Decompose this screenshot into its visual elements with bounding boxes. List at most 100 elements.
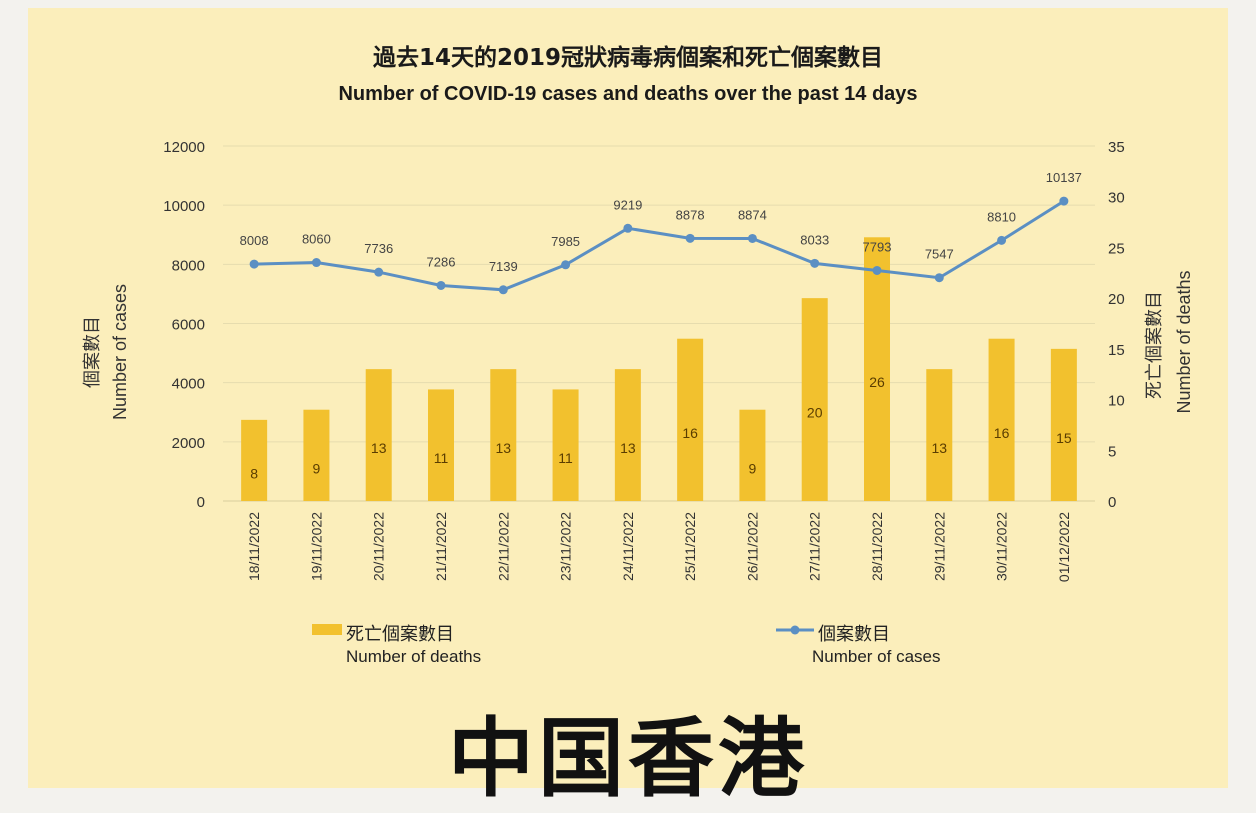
cases-line: [254, 199, 1065, 292]
deaths-bar: [490, 369, 517, 501]
cases-point: [623, 223, 633, 233]
x-tick-label: 24/11/2022: [620, 512, 636, 581]
deaths-data-label: 13: [495, 440, 511, 456]
cases-point: [997, 235, 1007, 245]
deaths-bar: [241, 419, 268, 501]
deaths-bar: [1050, 348, 1077, 501]
x-tick-label: 22/11/2022: [495, 512, 511, 581]
deaths-bar: [677, 338, 704, 501]
x-tick-label: 26/11/2022: [744, 512, 760, 581]
legend-cases-label-cn: 個案數目: [818, 624, 890, 645]
deaths-data-label: 15: [1056, 430, 1072, 446]
cases-point: [1059, 196, 1069, 206]
cases-point: [934, 273, 944, 283]
chart-subtitle: Number of COVID-19 cases and deaths over…: [338, 83, 918, 105]
cases-data-label: 8810: [987, 209, 1016, 224]
deaths-data-label: 8: [250, 465, 258, 481]
deaths-bar: [988, 338, 1015, 501]
cases-data-label: 8878: [676, 207, 705, 222]
deaths-bar: [739, 409, 766, 501]
y-right-tick-label: 10: [1108, 393, 1125, 410]
y-left-tick-label: 0: [197, 494, 205, 511]
y-left-tick-label: 8000: [172, 257, 205, 274]
x-tick-label: 19/11/2022: [308, 512, 324, 581]
cases-point: [498, 285, 508, 295]
deaths-bar: [864, 237, 890, 502]
cases-point: [436, 280, 446, 290]
watermark-text: 中国香港: [448, 709, 808, 809]
y-right-tick-label: 15: [1108, 342, 1125, 359]
y-right-label-cn: 死亡個案數目: [1144, 291, 1165, 399]
deaths-data-label: 13: [371, 440, 387, 456]
deaths-data-label: 13: [620, 440, 636, 456]
y-right-tick-label: 5: [1108, 443, 1116, 460]
y-left-tick-label: 2000: [172, 435, 205, 452]
cases-point: [561, 260, 571, 270]
cases-point: [810, 258, 820, 268]
cases-data-label: 7139: [489, 259, 518, 274]
cases-data-label: 8874: [738, 207, 767, 222]
cases-point: [685, 233, 695, 243]
x-tick-label: 20/11/2022: [371, 512, 387, 581]
cases-point: [374, 267, 384, 277]
y-left-label-cn: 個案數目: [82, 316, 103, 388]
deaths-data-label: 20: [807, 405, 823, 421]
deaths-data-label: 16: [994, 425, 1010, 441]
deaths-data-label: 16: [682, 425, 698, 441]
deaths-bar: [614, 369, 641, 501]
y-left-tick-label: 10000: [163, 198, 205, 215]
x-tick-label: 23/11/2022: [558, 512, 574, 581]
y-left-tick-label: 4000: [172, 376, 205, 393]
deaths-bar: [365, 369, 392, 501]
y-right-label-en: Number of deaths: [1174, 270, 1194, 413]
y-right-tick-label: 30: [1108, 190, 1125, 207]
legend-cases-label-en: Number of cases: [812, 647, 941, 666]
deaths-data-label: 11: [558, 450, 573, 466]
cases-data-label: 8008: [240, 233, 269, 248]
cases-point: [249, 259, 259, 269]
legend-cases-marker: [790, 625, 800, 635]
x-tick-label: 27/11/2022: [807, 512, 823, 581]
deaths-data-label: 9: [313, 460, 321, 476]
deaths-bar: [303, 409, 330, 501]
x-tick-label: 01/12/2022: [1056, 512, 1072, 582]
deaths-data-label: 11: [434, 450, 449, 466]
cases-data-label: 7736: [364, 241, 393, 256]
deaths-bar: [428, 389, 454, 501]
deaths-data-label: 26: [869, 374, 885, 390]
cases-data-label: 7793: [863, 239, 892, 254]
x-tick-label: 30/11/2022: [994, 512, 1010, 581]
y-right-tick-label: 20: [1108, 291, 1125, 308]
cases-data-label: 7286: [427, 254, 456, 269]
y-left-tick-label: 12000: [163, 139, 205, 156]
cases-point: [872, 265, 882, 275]
x-tick-label: 25/11/2022: [682, 512, 698, 581]
cases-point: [311, 258, 321, 268]
deaths-bar: [552, 389, 579, 501]
x-tick-label: 21/11/2022: [433, 512, 449, 581]
cases-data-label: 8060: [302, 232, 331, 247]
deaths-bar: [801, 298, 828, 501]
y-right-tick-label: 25: [1108, 240, 1125, 257]
y-right-tick-label: 0: [1108, 494, 1116, 511]
cases-data-label: 7985: [551, 234, 580, 249]
cases-data-label: 9219: [613, 197, 642, 212]
legend-deaths-swatch: [312, 624, 342, 635]
y-left-tick-label: 6000: [172, 317, 205, 334]
chart-title: 過去14天的2019冠狀病毒病個案和死亡個案數目: [372, 45, 884, 71]
deaths-data-label: 9: [749, 460, 757, 476]
x-tick-label: 28/11/2022: [869, 512, 885, 581]
deaths-data-label: 13: [931, 440, 947, 456]
cases-data-label: 7547: [925, 247, 954, 262]
x-tick-label: 18/11/2022: [246, 512, 262, 581]
y-left-label-en: Number of cases: [110, 284, 130, 420]
cases-point: [747, 233, 757, 243]
cases-data-label: 8033: [800, 232, 829, 247]
y-right-tick-label: 35: [1108, 139, 1125, 156]
legend-deaths-label-en: Number of deaths: [346, 647, 482, 666]
deaths-bar: [926, 369, 953, 501]
x-tick-label: 29/11/2022: [931, 512, 947, 581]
legend-deaths-label-cn: 死亡個案數目: [346, 624, 454, 645]
cases-data-label: 10137: [1046, 170, 1082, 185]
